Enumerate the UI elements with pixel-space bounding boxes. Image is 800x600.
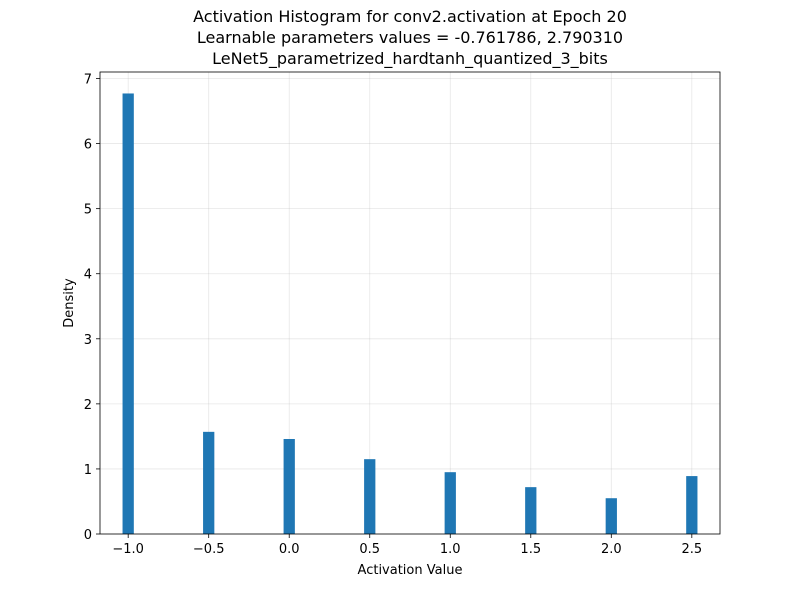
plot-frame	[99, 71, 721, 535]
x-axis-label: Activation Value	[358, 563, 463, 578]
histogram-bar	[283, 438, 295, 534]
chart-title-line-3: LeNet5_parametrized_hardtanh_quantized_3…	[212, 49, 608, 69]
histogram-bar	[203, 431, 215, 534]
y-tick-label: 1	[84, 463, 92, 478]
histogram-bar	[605, 498, 617, 534]
grid-layer	[100, 72, 720, 535]
bars-layer	[122, 93, 698, 534]
chart-title-line-1: Activation Histogram for conv2.activatio…	[193, 7, 627, 26]
y-tick-label: 4	[84, 268, 92, 283]
histogram-bar	[122, 93, 134, 534]
x-tick-label: 1.0	[440, 542, 461, 557]
y-tick-label: 3	[84, 333, 92, 348]
histogram-bar	[525, 487, 537, 534]
y-axis-label: Density	[62, 278, 77, 328]
x-tick-label: 2.0	[601, 542, 622, 557]
y-tick-label: 5	[84, 203, 92, 218]
chart-title-line-2: Learnable parameters values = -0.761786,…	[197, 28, 623, 47]
x-tick-label: 2.5	[681, 542, 702, 557]
histogram-bar	[444, 472, 456, 534]
x-tick-label: −1.0	[112, 542, 144, 557]
y-tick-label: 7	[84, 73, 92, 88]
x-tick-label: 0.0	[279, 542, 300, 557]
x-tick-label: −0.5	[193, 542, 225, 557]
histogram-bar	[686, 476, 698, 534]
y-tick-label: 2	[84, 398, 92, 413]
y-tick-label: 0	[84, 528, 92, 543]
ticks-layer: −1.0 −0.5 0.0 0.5 1.0 1.5 2.0 2.5 0 1 2 3 4 5 6 7	[84, 73, 702, 557]
y-tick-label: 6	[84, 138, 92, 153]
x-tick-label: 1.5	[520, 542, 541, 557]
x-tick-label: 0.5	[359, 542, 380, 557]
histogram-bar	[364, 459, 376, 534]
